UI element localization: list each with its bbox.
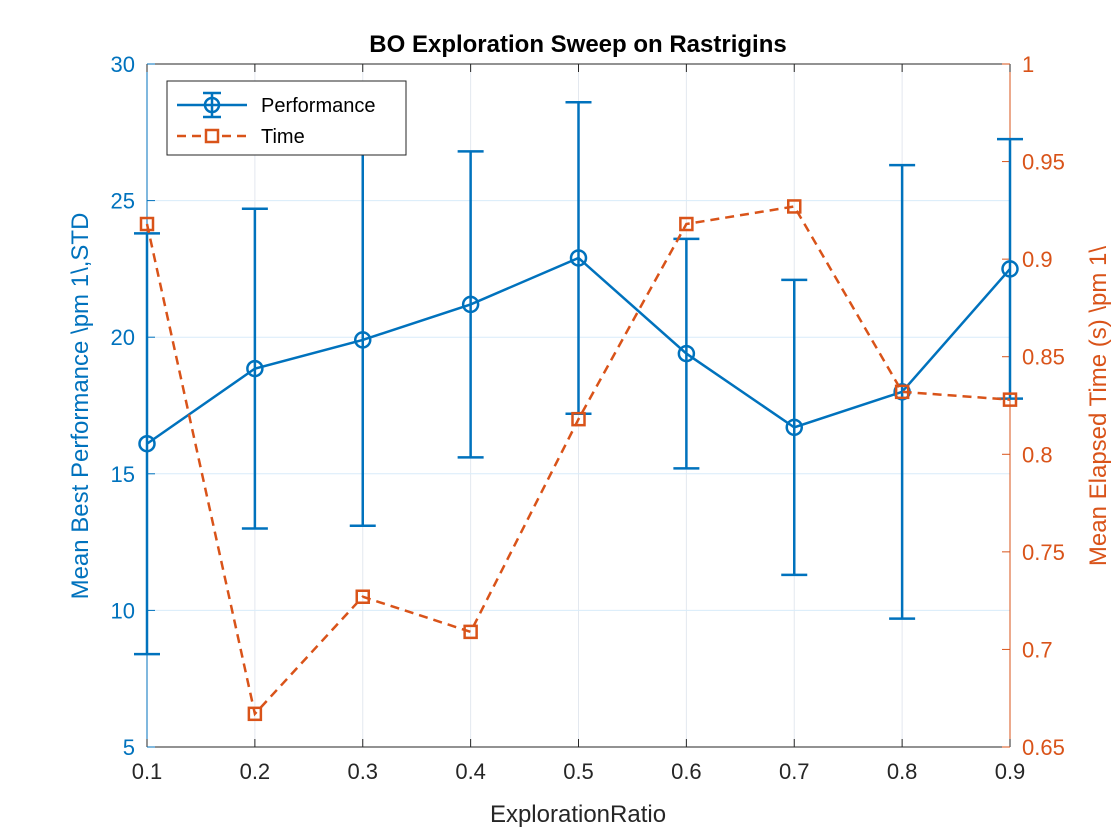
y-tick-label-left: 15: [111, 462, 135, 487]
y-tick-label-right: 0.65: [1022, 735, 1065, 760]
legend-time-marker: [204, 128, 220, 144]
x-tick-label: 0.2: [240, 759, 271, 784]
time-point: [787, 199, 802, 214]
y-tick-label-left: 25: [111, 189, 135, 214]
legend-time-label: Time: [261, 126, 305, 148]
time-point: [463, 624, 478, 640]
x-tick-label: 0.8: [887, 759, 918, 784]
performance-point: [138, 434, 156, 453]
time-point: [247, 706, 263, 722]
x-axis-label: ExplorationRatio: [490, 801, 666, 828]
time-point: [894, 384, 910, 400]
x-tick-label: 0.3: [347, 759, 378, 784]
x-tick-label: 0.5: [563, 759, 594, 784]
x-tick-label: 0.4: [455, 759, 486, 784]
x-tick-label: 0.7: [779, 759, 810, 784]
y-tick-label-left: 10: [111, 598, 135, 623]
y-axis-label-left: Mean Best Performance \pm 1\,STD: [67, 213, 94, 600]
chart-title: BO Exploration Sweep on Rastrigins: [369, 31, 786, 58]
x-tick-label: 0.1: [132, 759, 163, 784]
time-point: [1002, 392, 1018, 407]
performance-point: [461, 295, 480, 314]
time-point: [571, 411, 586, 427]
time-point: [139, 216, 155, 232]
x-tick-label: 0.9: [995, 759, 1026, 784]
y-tick-label-left: 5: [123, 735, 135, 760]
y-tick-label-right: 0.95: [1022, 150, 1065, 175]
performance-point: [677, 344, 696, 363]
y-tick-label-right: 1: [1022, 52, 1034, 77]
x-tick-label: 0.6: [671, 759, 702, 784]
time-point: [679, 216, 694, 232]
y-tick-label-right: 0.9: [1022, 247, 1053, 272]
performance-point: [1001, 260, 1019, 278]
time-line: [145, 205, 1011, 717]
y-tick-label-right: 0.75: [1022, 540, 1065, 565]
y-tick-label-left: 20: [111, 325, 135, 350]
performance-point: [785, 418, 803, 437]
time-point: [355, 589, 370, 604]
legend-performance-marker: [203, 96, 221, 114]
legend-layer: Performance Time: [166, 80, 407, 156]
y-tick-label-left: 30: [111, 52, 135, 77]
performance-point: [569, 249, 588, 267]
legend-performance-label: Performance: [261, 95, 376, 117]
y-tick-label-right: 0.7: [1022, 637, 1053, 662]
y-tick-label-right: 0.8: [1022, 442, 1053, 467]
y-tick-label-right: 0.85: [1022, 345, 1065, 370]
series-layer: [134, 100, 1023, 722]
performance-point: [246, 359, 264, 378]
performance-point: [354, 331, 372, 349]
y-axis-label-right: Mean Elapsed Time (s) \pm 1\: [1085, 246, 1112, 566]
